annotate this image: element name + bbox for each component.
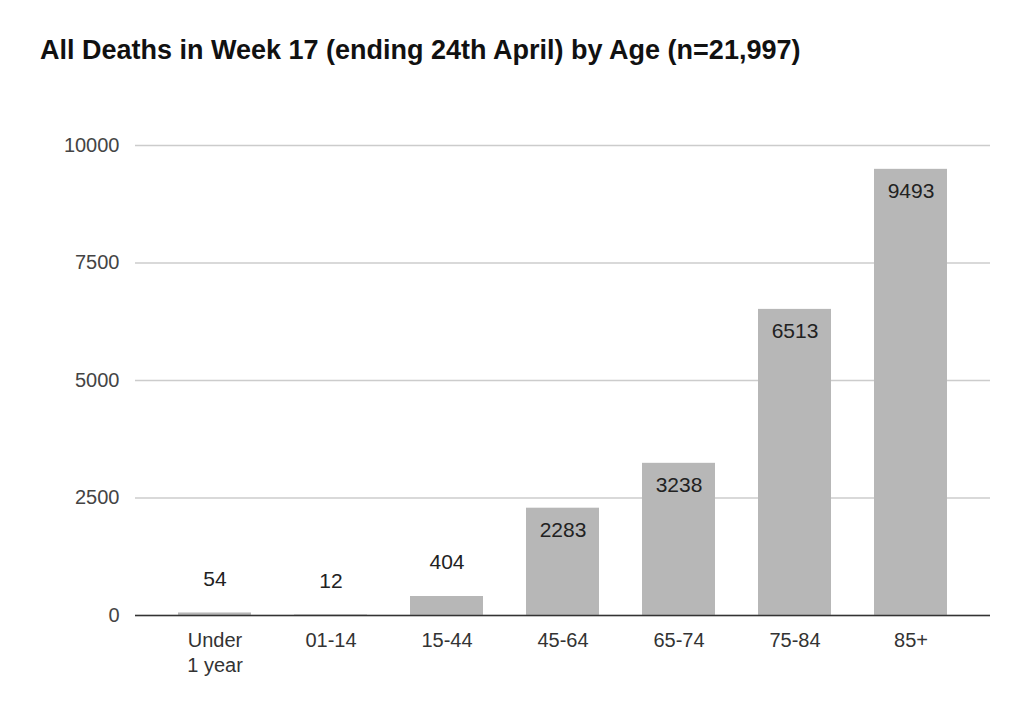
svg-text:0: 0 — [108, 604, 119, 626]
svg-text:2500: 2500 — [75, 486, 120, 508]
svg-text:9493: 9493 — [888, 179, 935, 202]
svg-text:7500: 7500 — [75, 251, 120, 273]
svg-text:75-84: 75-84 — [769, 629, 820, 651]
svg-text:01-14: 01-14 — [305, 629, 356, 651]
svg-text:404: 404 — [429, 550, 464, 573]
svg-text:54: 54 — [203, 567, 227, 590]
svg-text:Under1 year: Under1 year — [187, 629, 243, 676]
svg-text:45-64: 45-64 — [537, 629, 588, 651]
svg-text:2283: 2283 — [540, 518, 587, 541]
svg-text:10000: 10000 — [64, 134, 120, 156]
svg-text:6513: 6513 — [772, 319, 819, 342]
html-text:All Deaths in Week 17 (ending: All Deaths in Week 17 (ending 24th April… — [40, 35, 801, 65]
svg-text:15-44: 15-44 — [421, 629, 472, 651]
svg-text:5000: 5000 — [75, 369, 120, 391]
svg-text:85+: 85+ — [894, 629, 928, 651]
svg-text:12: 12 — [319, 569, 342, 592]
svg-text:3238: 3238 — [656, 473, 703, 496]
svg-text:65-74: 65-74 — [653, 629, 704, 651]
